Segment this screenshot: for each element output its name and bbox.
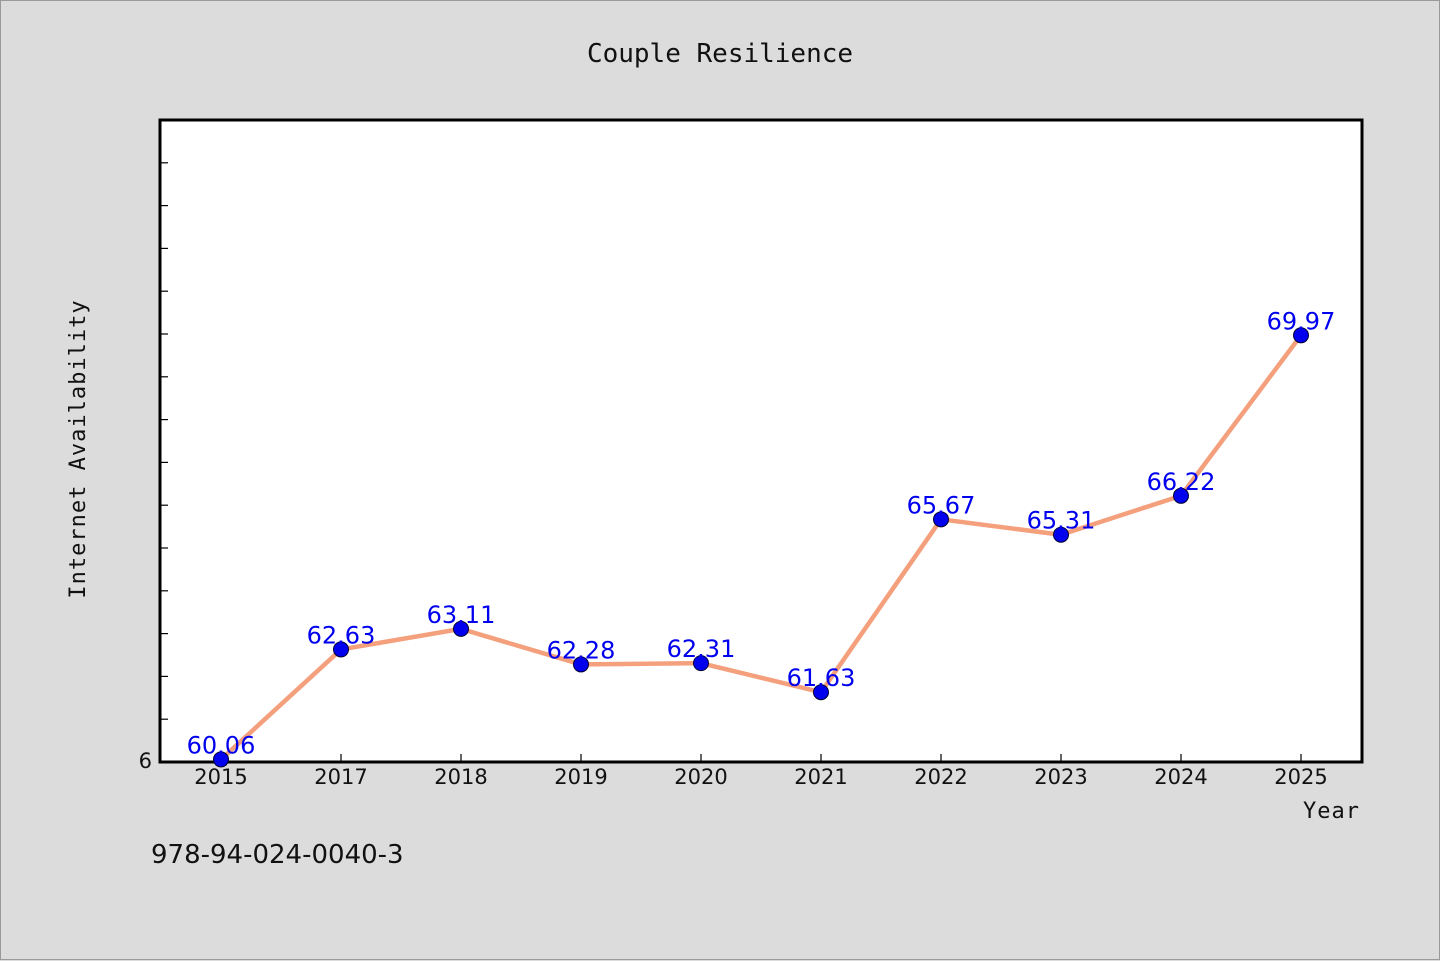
plot-area bbox=[158, 118, 1364, 764]
x-tick-label: 2020 bbox=[674, 765, 727, 789]
x-tick-label: 2017 bbox=[314, 765, 367, 789]
x-tick-label: 2024 bbox=[1154, 765, 1207, 789]
x-tick-label: 2015 bbox=[194, 765, 247, 789]
data-label: 61.63 bbox=[787, 664, 856, 692]
series-line bbox=[218, 333, 1304, 762]
data-point bbox=[693, 655, 709, 672]
x-tick-label: 2023 bbox=[1034, 765, 1087, 789]
x-tick-label: 2018 bbox=[434, 765, 487, 789]
x-tick-label: 2019 bbox=[554, 765, 607, 789]
y-axis-label: Internet Availability bbox=[66, 299, 91, 598]
data-label: 63.11 bbox=[427, 601, 496, 629]
data-point bbox=[453, 620, 469, 637]
series-layer bbox=[213, 327, 1309, 768]
data-label: 62.63 bbox=[307, 621, 376, 649]
x-tick-label: 2022 bbox=[914, 765, 967, 789]
data-label: 60.06 bbox=[187, 731, 256, 759]
x-axis-ticks: 2015 2017 2018 2019 2020 2021 2022 2023 2024 2025 bbox=[194, 754, 1328, 789]
data-point bbox=[1173, 487, 1189, 504]
x-axis-label: Year bbox=[1303, 799, 1360, 824]
x-tick-label: 2021 bbox=[794, 765, 847, 789]
chart-title: Couple Resilience bbox=[587, 39, 853, 69]
data-point bbox=[213, 751, 229, 768]
y-tick-label: 6 bbox=[139, 749, 152, 773]
data-point bbox=[573, 656, 589, 673]
x-tick-label: 2025 bbox=[1274, 765, 1327, 789]
footer-code: 978-94-024-0040-3 bbox=[151, 840, 404, 870]
data-point bbox=[333, 641, 349, 658]
data-point bbox=[1053, 526, 1069, 543]
data-label: 62.28 bbox=[547, 636, 616, 664]
data-label: 62.31 bbox=[667, 635, 736, 663]
data-label: 65.31 bbox=[1027, 507, 1096, 535]
data-labels: 60.06 62.63 63.11 62.28 62.31 61.63 65.67 65.31… bbox=[187, 307, 1336, 759]
data-point bbox=[1293, 327, 1309, 344]
data-label: 69.97 bbox=[1267, 307, 1336, 335]
data-label: 65.67 bbox=[907, 491, 976, 519]
data-point bbox=[933, 511, 949, 528]
data-point bbox=[813, 684, 829, 701]
data-label: 66.22 bbox=[1147, 468, 1216, 496]
y-axis-ticks: 6 bbox=[139, 162, 168, 773]
